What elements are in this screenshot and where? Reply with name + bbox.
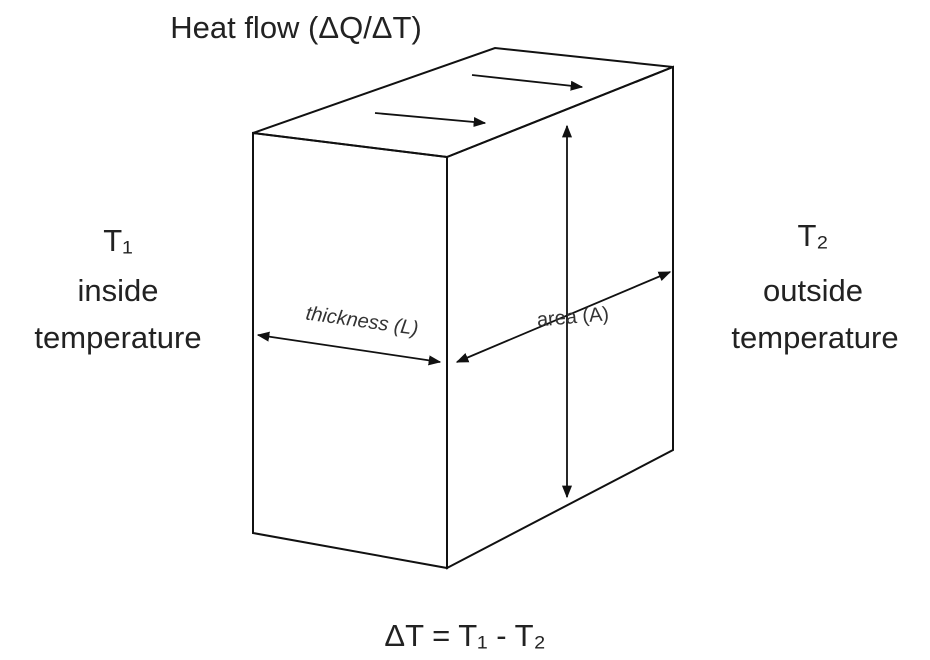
side-face bbox=[446, 65, 674, 570]
formula: ΔT = T₁ - T₂ bbox=[384, 618, 545, 653]
heat-arrow bbox=[374, 112, 487, 127]
title: Heat flow (ΔQ/ΔT) bbox=[170, 10, 422, 45]
left-symbol: T₁ bbox=[103, 223, 132, 258]
right-line2: temperature bbox=[731, 320, 898, 355]
left-line1: inside bbox=[78, 273, 159, 308]
left-line2: temperature bbox=[34, 320, 201, 355]
right-symbol: T₂ bbox=[798, 218, 829, 253]
right-line1: outside bbox=[763, 273, 863, 308]
heat-arrow bbox=[471, 74, 584, 91]
area-arrow bbox=[455, 271, 672, 363]
thickness-arrow bbox=[256, 331, 442, 366]
